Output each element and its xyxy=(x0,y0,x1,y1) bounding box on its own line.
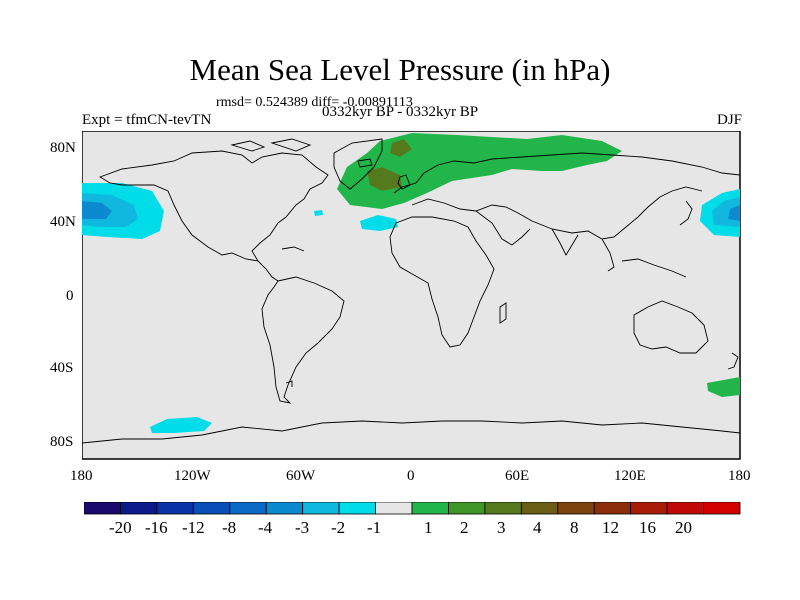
positive-anomaly-core-north xyxy=(390,139,412,157)
coastlines xyxy=(82,138,741,444)
colorbar-swatch xyxy=(302,502,340,515)
colorbar-swatch xyxy=(375,502,413,515)
colorbar-label-6: -2 xyxy=(331,518,346,537)
lat-tick-0: 0 xyxy=(66,288,74,304)
colorbar-label-10: 3 xyxy=(497,518,506,537)
colorbar-label-13: 12 xyxy=(602,518,619,537)
colorbar-label-3: -8 xyxy=(222,518,237,537)
lat-tick-80n: 80N xyxy=(50,140,76,156)
negative-anomaly-pacific-west-core xyxy=(82,201,112,219)
season-label: DJF xyxy=(716,112,742,128)
map-background xyxy=(82,131,741,460)
negative-anomaly-pacific-east-core xyxy=(728,205,740,221)
colorbar-swatch xyxy=(120,502,158,515)
negative-anomaly-atlantic xyxy=(360,215,398,231)
stats-label: rmsd= 0.524389 diff= -0.00891113 xyxy=(216,95,413,110)
lon-tick-60w: 60W xyxy=(286,468,316,484)
experiment-label: Expt = tfmCN-tevTN xyxy=(82,112,212,128)
colorbar-label-2: -12 xyxy=(182,518,205,537)
colorbar-label-9: 2 xyxy=(460,518,469,537)
lon-tick-120e: 120E xyxy=(614,468,646,484)
colorbar xyxy=(84,502,741,515)
lon-tick-180e: 180 xyxy=(728,468,751,484)
colorbar-swatch xyxy=(156,502,194,515)
negative-anomaly-small xyxy=(314,210,323,216)
map-title: Mean Sea Level Pressure (in hPa) xyxy=(189,52,611,87)
colorbar-swatch xyxy=(192,502,231,515)
colorbar-swatch xyxy=(484,502,522,515)
colorbar-swatch xyxy=(84,502,121,515)
colorbar-swatch xyxy=(666,502,704,515)
colorbar-label-0: -20 xyxy=(109,518,132,537)
colorbar-swatch xyxy=(265,502,304,515)
colorbar-label-12: 8 xyxy=(570,518,579,537)
colorbar-swatch xyxy=(557,502,595,515)
colorbar-swatch xyxy=(593,502,632,515)
positive-anomaly-core-atlantic xyxy=(367,167,402,191)
colorbar-swatch xyxy=(229,502,267,515)
colorbar-label-1: -16 xyxy=(145,518,168,537)
colorbar-swatch xyxy=(338,502,376,515)
colorbar-label-15: 20 xyxy=(675,518,692,537)
colorbar-swatch xyxy=(703,502,741,515)
lat-tick-40n: 40N xyxy=(50,214,76,230)
lat-tick-40s: 40S xyxy=(50,360,74,376)
negative-anomaly-south-pacific xyxy=(150,417,212,433)
colorbar-label-7: -1 xyxy=(367,518,382,537)
colorbar-label-8: 1 xyxy=(424,518,433,537)
colorbar-label-11: 4 xyxy=(533,518,542,537)
lon-tick-120w: 120W xyxy=(174,468,211,484)
positive-anomaly-tasman xyxy=(707,377,740,397)
colorbar-label-5: -3 xyxy=(295,518,310,537)
lat-tick-80s: 80S xyxy=(50,434,74,450)
anomaly-fields xyxy=(82,133,740,433)
colorbar-swatch xyxy=(411,502,449,515)
period-label: 0332kyr BP - 0332kyr BP xyxy=(322,104,479,120)
map-panel xyxy=(82,131,741,460)
colorbar-swatch xyxy=(448,502,486,515)
colorbar-swatch xyxy=(630,502,668,515)
lon-tick-0: 0 xyxy=(407,468,415,484)
colorbar-label-4: -4 xyxy=(258,518,273,537)
colorbar-label-14: 16 xyxy=(639,518,656,537)
colorbar-swatch xyxy=(520,502,559,515)
lon-tick-60e: 60E xyxy=(505,468,530,484)
positive-anomaly-arctic xyxy=(337,133,622,209)
lon-tick-180w: 180 xyxy=(70,468,93,484)
